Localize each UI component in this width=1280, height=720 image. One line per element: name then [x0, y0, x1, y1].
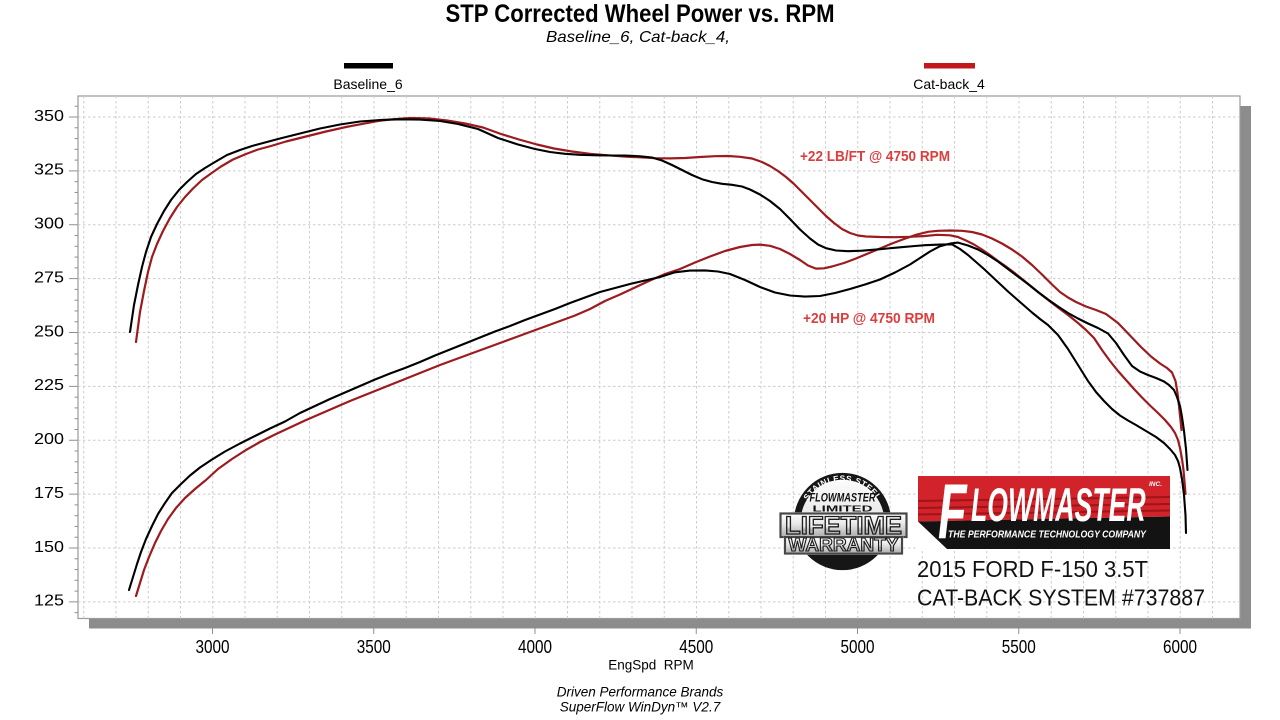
svg-text:3500: 3500 [357, 637, 391, 657]
svg-text:2015 FORD F-150 3.5T: 2015 FORD F-150 3.5T [917, 556, 1148, 582]
svg-text:Baseline_6: Baseline_6 [333, 76, 402, 92]
svg-text:350: 350 [34, 108, 64, 125]
svg-text:250: 250 [34, 323, 64, 340]
svg-text:5000: 5000 [841, 637, 875, 657]
svg-text:STP Corrected Wheel Power vs.: STP Corrected Wheel Power vs. RPM [446, 0, 835, 28]
svg-text:125: 125 [34, 593, 64, 610]
svg-text:Baseline_6, Cat-back_4,: Baseline_6, Cat-back_4, [546, 29, 730, 46]
svg-text:6000: 6000 [1163, 637, 1197, 657]
svg-text:LOWMASTER: LOWMASTER [971, 480, 1146, 532]
svg-text:325: 325 [34, 162, 64, 179]
svg-text:THE PERFORMANCE TECHNOLOGY COM: THE PERFORMANCE TECHNOLOGY COMPANY [948, 529, 1147, 541]
svg-text:CAT-BACK SYSTEM #737887: CAT-BACK SYSTEM #737887 [917, 584, 1205, 610]
svg-text:INC.: INC. [1149, 481, 1162, 488]
svg-text:5500: 5500 [1002, 637, 1036, 657]
svg-text:Driven Performance Brands: Driven Performance Brands [557, 685, 724, 700]
svg-text:F: F [938, 468, 968, 555]
svg-text:FLOWMASTER: FLOWMASTER [810, 491, 876, 505]
svg-text:4000: 4000 [518, 637, 552, 657]
svg-text:WARRANTY: WARRANTY [789, 535, 899, 555]
svg-text:4500: 4500 [679, 637, 713, 657]
svg-text:275: 275 [34, 269, 64, 286]
svg-text:SuperFlow WinDyn™ V2.7: SuperFlow WinDyn™ V2.7 [560, 700, 721, 715]
svg-text:200: 200 [34, 431, 64, 448]
svg-text:175: 175 [34, 485, 64, 502]
svg-text:EngSpd RPM: EngSpd RPM [608, 658, 694, 673]
svg-text:300: 300 [34, 216, 64, 233]
svg-text:+22 LB/FT @ 4750 RPM: +22 LB/FT @ 4750 RPM [800, 149, 950, 165]
svg-text:LIMITED: LIMITED [813, 504, 873, 513]
svg-text:3000: 3000 [196, 637, 230, 657]
svg-text:+20 HP @ 4750 RPM: +20 HP @ 4750 RPM [803, 311, 935, 327]
svg-text:225: 225 [34, 377, 64, 394]
svg-text:Cat-back_4: Cat-back_4 [913, 76, 985, 92]
svg-text:150: 150 [34, 539, 64, 556]
